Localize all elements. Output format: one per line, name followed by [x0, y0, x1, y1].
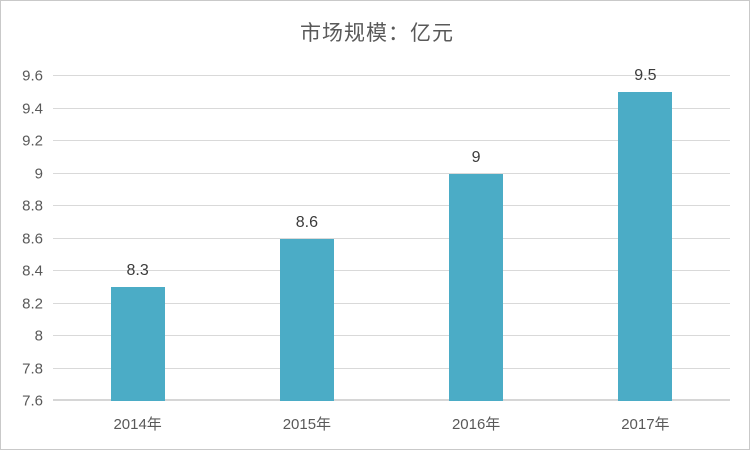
y-axis-tick-label: 8.4 — [22, 262, 43, 280]
y-axis-tick-label: 8.8 — [22, 197, 43, 215]
y-axis-tick-label: 8 — [34, 327, 43, 345]
gridline — [53, 367, 730, 369]
category-slot: 9 2016年 — [392, 76, 561, 433]
gridline — [53, 237, 730, 239]
bar-2016年 — [449, 173, 504, 401]
y-axis-tick-label: 7.6 — [22, 392, 43, 410]
gridline — [53, 140, 730, 141]
plot-area: 7.6 7.8 8 8.2 8.4 8.6 8.8 9 9.2 9.4 9.6 8.3 2014年 8.6… — [22, 67, 730, 433]
y-axis-tick-label: 7.8 — [22, 360, 43, 377]
category-slot: 8.3 2014年 — [53, 76, 222, 433]
gridline — [53, 172, 730, 174]
y-axis-tick-label: 8.6 — [22, 230, 43, 247]
x-axis-tick-label: 2014年 — [113, 416, 162, 433]
data-label: 9.5 — [634, 67, 657, 85]
gridline — [53, 75, 730, 76]
chart-title: 市场规模：亿元 — [300, 22, 454, 45]
category-slot: 9.5 2017年 — [561, 67, 730, 433]
category-slot: 8.6 2015年 — [222, 76, 391, 433]
data-label: 8.3 — [126, 262, 149, 280]
y-axis-tick-label: 8.2 — [22, 295, 43, 312]
y-axis-tick-label: 9.4 — [22, 100, 43, 117]
gridline — [53, 335, 730, 336]
gridline — [53, 205, 730, 206]
data-label: 9 — [471, 148, 481, 166]
gridline — [53, 302, 730, 304]
gridline — [53, 107, 730, 109]
bar-2014年 — [110, 287, 165, 401]
x-axis-tick-label: 2015年 — [282, 416, 332, 433]
gridline — [53, 270, 730, 271]
x-axis-line — [53, 399, 730, 401]
y-axis-tick-label: 9.6 — [22, 67, 43, 85]
bar-2017年 — [618, 92, 673, 401]
x-axis-tick-label: 2016年 — [451, 416, 501, 433]
data-label: 8.6 — [295, 213, 318, 231]
y-axis-tick-label: 9.2 — [22, 132, 43, 150]
y-axis-tick-label: 9 — [34, 165, 43, 182]
x-axis-tick-label: 2017年 — [621, 416, 670, 433]
bar-2015年 — [279, 238, 334, 401]
